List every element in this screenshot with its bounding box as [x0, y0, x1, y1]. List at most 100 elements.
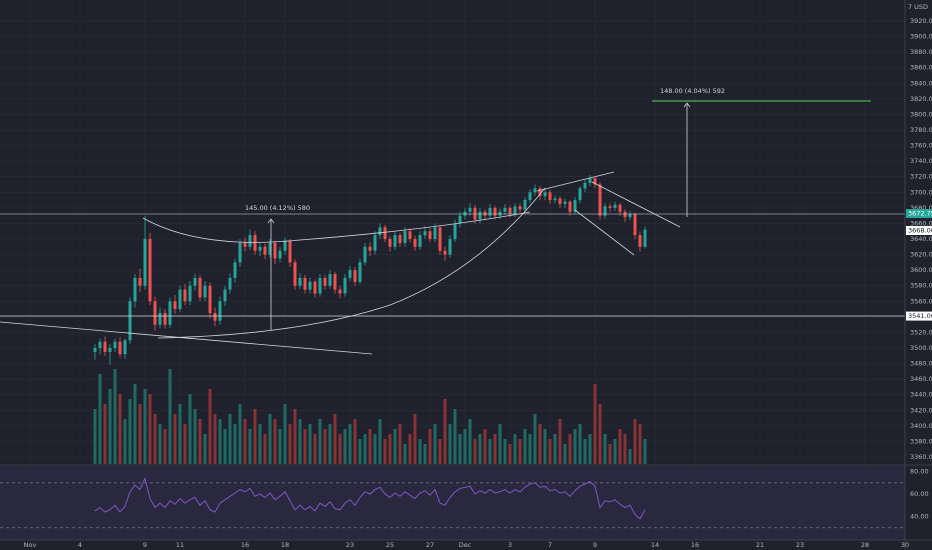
volume-bar	[638, 424, 642, 464]
candle-body	[198, 277, 202, 298]
candle-body	[318, 277, 322, 294]
volume-bar	[363, 434, 367, 464]
volume-bar	[93, 409, 97, 464]
x-tick-label: 4	[78, 541, 82, 549]
volume-bar	[608, 444, 612, 464]
y-tick-label: 3620.00	[910, 251, 932, 259]
candle-body	[458, 215, 462, 224]
candle-body	[283, 240, 287, 251]
volume-bar	[393, 429, 397, 464]
candle-body	[173, 301, 177, 310]
candle-body	[193, 277, 197, 286]
volume-bar	[568, 434, 572, 464]
volume-bar	[243, 419, 247, 464]
volume-bar	[533, 414, 537, 464]
volume-bar	[513, 434, 517, 464]
x-tick-label: 7	[548, 541, 552, 549]
volume-bar	[238, 404, 242, 464]
candle-body	[598, 184, 602, 216]
candle-body	[533, 188, 537, 193]
candle-body	[388, 239, 392, 247]
volume-bar	[113, 369, 117, 464]
volume-bar	[388, 434, 392, 464]
y-tick-label: 3600.00	[910, 266, 932, 274]
x-tick-label: 9	[143, 541, 147, 549]
y-tick-label: 3680.00	[910, 204, 932, 212]
volume-bar	[503, 439, 507, 464]
volume-bar	[288, 424, 292, 464]
volume-bar	[298, 419, 302, 464]
candle-body	[603, 206, 607, 216]
candle-body	[488, 207, 492, 216]
y-tick-label: 3720.00	[910, 173, 932, 181]
y-tick-label: 3780.00	[910, 126, 932, 134]
candle-body	[263, 246, 267, 255]
x-tick-label: 23	[796, 541, 804, 549]
volume-bar	[328, 424, 332, 464]
volume-bar	[548, 439, 552, 464]
candle-body	[588, 178, 592, 183]
volume-bar	[473, 439, 477, 464]
candle-body	[448, 239, 452, 255]
volume-bar	[198, 419, 202, 464]
candle-body	[103, 341, 107, 352]
price-tag-label: 3668.00	[908, 227, 932, 235]
volume-bar	[458, 434, 462, 464]
candle-body	[248, 235, 252, 247]
price-tag-label: 3541.00	[908, 312, 932, 320]
x-tick-label: Dec	[459, 541, 472, 549]
x-tick-label: 28	[861, 541, 869, 549]
candle-body	[593, 178, 597, 185]
candle-body	[478, 211, 482, 220]
candle-body	[138, 277, 142, 286]
y-tick-label: 3920.00	[910, 17, 932, 25]
volume-bar	[263, 434, 267, 464]
volume-bar	[203, 434, 207, 464]
candle-body	[373, 235, 377, 251]
volume-bar	[323, 429, 327, 464]
volume-bar	[213, 414, 217, 464]
price-tag	[906, 226, 932, 236]
volume-bar	[103, 404, 107, 464]
volume-bar	[628, 449, 632, 464]
candle-body	[468, 207, 472, 212]
volume-bar	[208, 389, 212, 464]
volume-bar	[218, 419, 222, 464]
y-tick-label: 3440.00	[910, 391, 932, 399]
candle-body	[278, 250, 282, 259]
y-tick-label: 3760.00	[910, 142, 932, 150]
candle-body	[513, 206, 517, 215]
volume-bar	[633, 419, 637, 464]
volume-bar	[488, 439, 492, 464]
y-tick-label: 3840.00	[910, 79, 932, 87]
rsi-tick-label: 40.00	[910, 513, 929, 521]
volume-bar	[603, 434, 607, 464]
volume-bar	[133, 384, 137, 464]
candle-body	[423, 231, 427, 236]
axes: 3360.003380.003400.003420.003440.003460.…	[24, 17, 932, 549]
candle-body	[233, 262, 237, 278]
candle-body	[443, 250, 447, 255]
volume-bar	[558, 419, 562, 464]
volume-bar	[593, 384, 597, 464]
candle-body	[228, 277, 232, 290]
volume-bar	[233, 424, 237, 464]
candle-body	[353, 270, 357, 282]
candle-body	[578, 188, 582, 201]
candle-body	[343, 277, 347, 294]
candle-body	[528, 192, 532, 201]
candle-body	[503, 207, 507, 212]
volume-bar	[108, 389, 112, 464]
candle-body	[568, 201, 572, 212]
candle-body	[518, 206, 522, 210]
candle-body	[573, 200, 577, 212]
y-tick-label: 3800.00	[910, 110, 932, 118]
trend-line	[591, 181, 681, 228]
price-tag	[906, 209, 932, 219]
candle-body	[93, 348, 97, 352]
volume-bar	[523, 429, 527, 464]
x-tick-label: 16	[241, 541, 249, 549]
candle-body	[428, 231, 432, 240]
candle-body	[398, 235, 402, 243]
